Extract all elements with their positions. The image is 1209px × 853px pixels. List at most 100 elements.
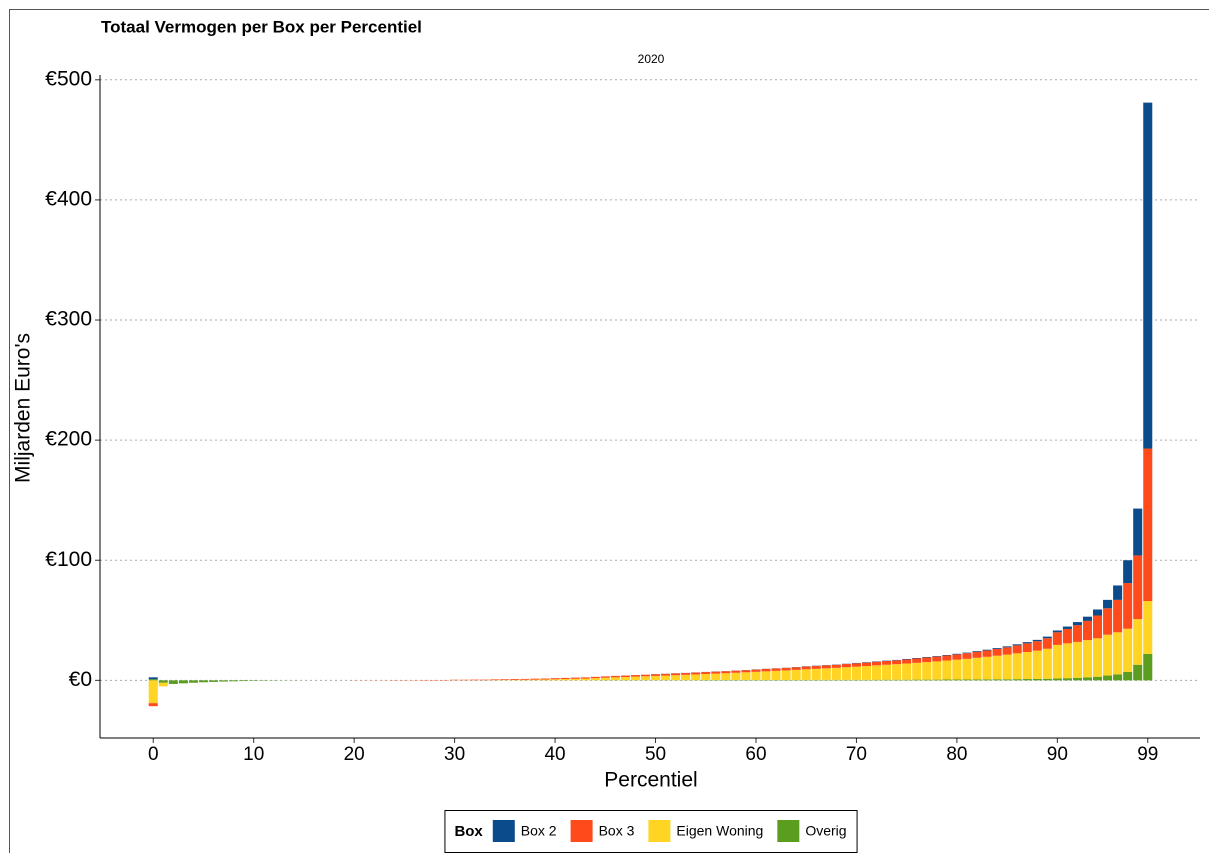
bar-segment — [1012, 653, 1022, 680]
bar-segment — [821, 668, 831, 680]
bar-segment — [530, 679, 540, 681]
bar-segment — [892, 679, 902, 681]
bar-segment — [1143, 448, 1153, 602]
bar-segment — [560, 677, 570, 680]
bar-segment — [811, 665, 821, 669]
bar-segment — [590, 676, 600, 679]
bar-segment — [1052, 678, 1062, 681]
x-tick-label: 10 — [243, 744, 264, 765]
bar-segment — [1093, 638, 1103, 677]
chart-title: Totaal Vermogen per Box per Percentiel — [101, 17, 422, 36]
bar-segment — [570, 677, 580, 679]
bar-segment — [1022, 643, 1032, 653]
bar-segment — [992, 648, 1002, 656]
bar-segment — [661, 675, 671, 681]
bar-segment — [640, 674, 650, 677]
bar-segment — [1022, 642, 1032, 644]
bar-segment — [1062, 678, 1072, 681]
bar-segment — [239, 680, 249, 682]
bar-segment — [982, 656, 992, 680]
bar-segment — [1012, 679, 1022, 681]
bar-segment — [1113, 585, 1123, 600]
bar-segment — [922, 679, 932, 681]
bar-segment — [540, 679, 550, 681]
bar-segment — [962, 658, 972, 680]
x-tick-label: 40 — [544, 744, 565, 765]
bar-segment — [1012, 645, 1022, 654]
bar-segment — [1022, 679, 1032, 681]
bar-segment — [570, 678, 580, 681]
bar-segment — [972, 651, 982, 652]
bar-segment — [600, 677, 610, 681]
bar-segment — [1052, 632, 1062, 645]
bar-segment — [1002, 654, 1012, 680]
legend-label: Box 2 — [521, 823, 557, 839]
legend-label: Overig — [805, 823, 846, 839]
bar-segment — [188, 680, 198, 683]
bar-segment — [198, 680, 208, 683]
bar-segment — [1072, 641, 1082, 678]
y-tick-label: €100 — [45, 548, 92, 571]
bar-segment — [932, 661, 942, 680]
bar-segment — [701, 672, 711, 674]
bar-segment — [168, 680, 178, 684]
bar-segment — [1093, 615, 1103, 639]
bar-segment — [992, 679, 1002, 681]
bar-segment — [1012, 644, 1022, 646]
bar-segment — [761, 668, 771, 672]
bar-segment — [671, 675, 681, 681]
bar-segment — [962, 652, 972, 654]
bar-segment — [148, 677, 158, 680]
bar-segment — [178, 680, 188, 684]
legend-label: Box 3 — [599, 823, 635, 839]
x-tick-label: 20 — [344, 744, 365, 765]
bar-segment — [691, 672, 701, 675]
x-tick-label: 0 — [148, 744, 159, 765]
bar-segment — [148, 680, 158, 704]
bar-segment — [791, 669, 801, 680]
bar-segment — [952, 679, 962, 681]
bar-segment — [1072, 622, 1082, 626]
bar-segment — [1103, 608, 1113, 635]
bar-segment — [681, 673, 691, 675]
legend-swatch — [777, 820, 800, 842]
y-tick-label: €200 — [45, 428, 92, 451]
bar-segment — [942, 679, 952, 681]
frame — [9, 9, 1209, 853]
x-tick-label: 30 — [444, 744, 465, 765]
bar-segment — [1123, 560, 1133, 584]
bar-segment — [902, 663, 912, 680]
bar-segment — [1052, 630, 1062, 633]
bar-segment — [1143, 653, 1153, 681]
bar-segment — [229, 680, 239, 682]
bar-segment — [1042, 678, 1052, 681]
bar-segment — [882, 664, 892, 680]
bar-segment — [148, 703, 158, 707]
bar-segment — [741, 670, 751, 673]
bar-segment — [1042, 636, 1052, 639]
bar-segment — [932, 656, 942, 662]
bar-segment — [610, 675, 620, 678]
legend-title: Box — [454, 823, 483, 840]
bar-segment — [992, 655, 1002, 680]
bar-segment — [1113, 674, 1123, 681]
bar-segment — [500, 679, 510, 680]
bar-segment — [851, 663, 861, 667]
bar-segment — [831, 664, 841, 668]
bar-segment — [721, 671, 731, 674]
bar-segment — [580, 678, 590, 681]
bar-segment — [831, 667, 841, 680]
bar-segment — [1002, 646, 1012, 648]
bar-segment — [1133, 619, 1143, 665]
bar-segment — [158, 680, 168, 683]
bar-segment — [982, 679, 992, 681]
bar-segment — [952, 654, 962, 660]
bar-segment — [731, 672, 741, 680]
bar-segment — [892, 664, 902, 680]
bar-segment — [882, 679, 892, 681]
bar-segment — [1042, 648, 1052, 679]
bar-segment — [1082, 677, 1093, 681]
bar-segment — [590, 678, 600, 681]
bar-segment — [208, 680, 219, 682]
